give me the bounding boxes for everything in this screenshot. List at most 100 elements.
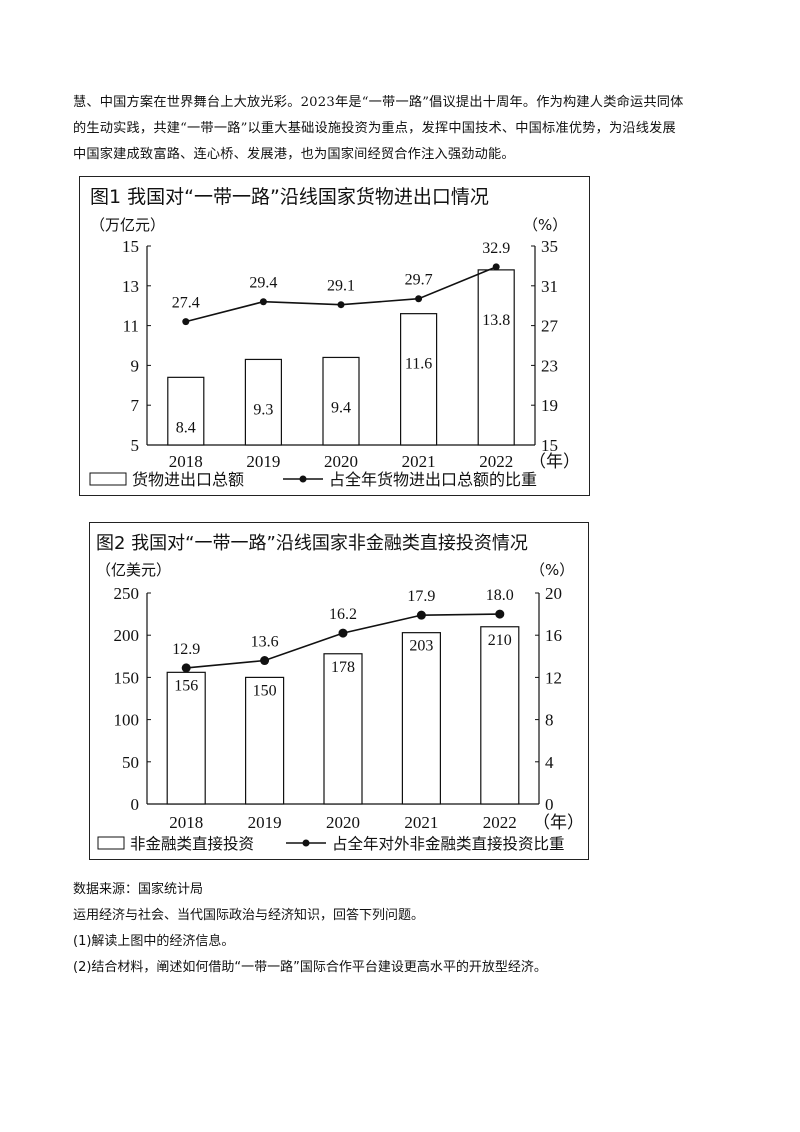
right-tick-label: 23 (541, 356, 558, 375)
line-point (492, 263, 500, 271)
right-tick-label: 20 (545, 584, 562, 603)
x-tick-label: 2019 (248, 813, 282, 832)
x-tick-label: 2021 (404, 813, 438, 832)
line-value-label: 29.4 (249, 275, 277, 292)
question-1: (1)解读上图中的经济信息。 (73, 934, 235, 949)
x-tick-label: 2022 (483, 813, 517, 832)
right-tick-label: 15 (541, 436, 558, 455)
x-axis-unit: （年） (533, 813, 584, 833)
legend-line-label: 占全年货物进出口总额的比重 (329, 470, 537, 489)
line-value-label: 16.2 (329, 606, 357, 623)
right-tick-label: 12 (545, 668, 562, 687)
bar-value-label: 9.4 (331, 399, 351, 416)
legend-bar-label: 非金融类直接投资 (130, 835, 254, 853)
right-tick-label: 27 (541, 317, 559, 336)
right-axis-unit: （%） (530, 561, 574, 579)
passage-line: 中国家建成致富路、连心桥、发展港，也为国家间经贸合作注入强劲动能。 (73, 147, 515, 162)
bar-value-label: 150 (253, 682, 277, 699)
line-point (260, 656, 270, 666)
legend-bar-swatch (97, 836, 125, 850)
left-tick-label: 15 (122, 237, 139, 256)
right-axis-unit: （%） (523, 216, 567, 234)
line-point (337, 301, 345, 309)
bar (477, 269, 515, 446)
x-tick-label: 2018 (169, 813, 203, 832)
line-value-label: 32.9 (482, 240, 510, 257)
right-tick-label: 35 (541, 237, 558, 256)
x-tick-label: 2020 (324, 452, 358, 471)
line-value-label: 29.1 (327, 278, 355, 295)
line-value-label: 13.6 (251, 634, 279, 651)
bar (244, 358, 282, 446)
legend-bar-swatch (89, 472, 127, 486)
x-tick-label: 2021 (402, 452, 436, 471)
bar (400, 313, 438, 446)
left-tick-label: 100 (114, 711, 140, 730)
line-point (338, 628, 348, 638)
left-tick-label: 5 (131, 436, 140, 455)
line-point (415, 295, 423, 303)
passage-line: 慧、中国方案在世界舞台上大放光彩。2023年是“一带一路”倡议提出十周年。作为构… (73, 95, 684, 110)
right-tick-label: 0 (545, 795, 554, 814)
left-tick-label: 150 (114, 668, 140, 687)
bar-value-label: 13.8 (482, 312, 510, 329)
right-tick-label: 19 (541, 396, 558, 415)
x-axis-unit: （年） (529, 452, 580, 472)
legend-line-label: 占全年对外非金融类直接投资比重 (332, 835, 565, 853)
passage: 慧、中国方案在世界舞台上大放光彩。2023年是“一带一路”倡议提出十周年。作为构… (73, 90, 733, 168)
bar-value-label: 9.3 (253, 401, 273, 418)
bar-value-label: 178 (331, 659, 355, 676)
line-point (182, 318, 190, 326)
left-tick-label: 50 (122, 753, 139, 772)
x-tick-label: 2018 (169, 452, 203, 471)
left-tick-label: 200 (114, 626, 140, 645)
left-tick-label: 11 (123, 317, 139, 336)
bar-value-label: 8.4 (176, 419, 196, 436)
legend-line-dot (302, 839, 310, 847)
bar (480, 626, 520, 805)
line-value-label: 17.9 (407, 588, 435, 605)
figure-2-investment-chart: 图2 我国对“一带一路”沿线国家非金融类直接投资情况 （亿美元） （%） 0 50 100… (89, 522, 589, 860)
right-tick-label: 4 (545, 753, 554, 772)
left-tick-label: 9 (131, 356, 140, 375)
left-axis-unit: （万亿元） (90, 216, 165, 234)
data-source: 数据来源：国家统计局 (73, 882, 204, 897)
figure-2-svg: 图2 我国对“一带一路”沿线国家非金融类直接投资情况 （亿美元） （%） 0 50 100… (96, 533, 584, 853)
left-tick-label: 250 (114, 584, 140, 603)
right-tick-label: 31 (541, 277, 558, 296)
line-point (259, 298, 267, 306)
figure-1-trade-chart: 图1 我国对“一带一路”沿线国家货物进出口情况 （万亿元） （%） 5 7 9 11 13 15… (79, 176, 590, 496)
left-axis-unit: （亿美元） (96, 561, 171, 579)
x-tick-label: 2019 (246, 452, 280, 471)
line-point (495, 609, 505, 619)
bar-value-label: 11.6 (405, 356, 432, 373)
bar (401, 632, 441, 805)
passage-line: 的生动实践，共建“一带一路”以重大基础设施投资为重点，发挥中国技术、中国标准优势… (73, 121, 676, 136)
bar-value-label: 203 (409, 638, 433, 655)
right-tick-label: 8 (545, 711, 554, 730)
bar (245, 676, 285, 805)
line-value-label: 12.9 (172, 641, 200, 658)
chart-title: 图2 我国对“一带一路”沿线国家非金融类直接投资情况 (96, 533, 528, 554)
left-tick-label: 13 (122, 277, 139, 296)
legend-line-dot (299, 475, 307, 483)
x-tick-label: 2020 (326, 813, 360, 832)
right-tick-label: 16 (545, 626, 562, 645)
legend-bar-label: 货物进出口总额 (132, 470, 244, 489)
bar (167, 376, 205, 446)
bar (323, 653, 363, 805)
bar (322, 356, 360, 446)
left-tick-label: 0 (131, 795, 140, 814)
line-point (181, 663, 191, 673)
chart-title: 图1 我国对“一带一路”沿线国家货物进出口情况 (90, 186, 489, 208)
bar-value-label: 156 (174, 677, 198, 694)
bar-value-label: 210 (488, 632, 512, 649)
question-instruction: 运用经济与社会、当代国际政治与经济知识，回答下列问题。 (73, 908, 425, 923)
line-value-label: 29.7 (405, 272, 433, 289)
question-2: (2)结合材料，阐述如何借助“一带一路”国际合作平台建设更高水平的开放型经济。 (73, 960, 547, 975)
figure-1-svg: 图1 我国对“一带一路”沿线国家货物进出口情况 （万亿元） （%） 5 7 9 11 13 15… (89, 186, 580, 489)
line-point (416, 610, 426, 620)
x-tick-label: 2022 (479, 452, 513, 471)
line-value-label: 27.4 (172, 295, 200, 312)
left-tick-label: 7 (131, 396, 140, 415)
